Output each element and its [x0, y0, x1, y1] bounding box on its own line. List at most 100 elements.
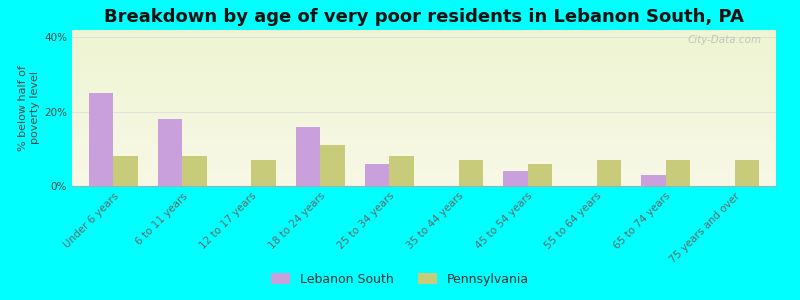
Bar [72, 152, 776, 153]
Bar [72, 130, 776, 131]
Bar [72, 73, 776, 74]
Bar [72, 156, 776, 157]
Bar [72, 145, 776, 146]
Bar [72, 146, 776, 147]
Bar [72, 131, 776, 132]
Bar [72, 83, 776, 84]
Bar [72, 64, 776, 65]
Bar [72, 98, 776, 99]
Bar [72, 50, 776, 51]
Bar [72, 37, 776, 38]
Bar [72, 110, 776, 111]
Bar [72, 69, 776, 70]
Bar [72, 82, 776, 83]
Bar [72, 167, 776, 168]
Bar [734, 160, 758, 186]
Bar [72, 36, 776, 37]
Bar [72, 39, 776, 40]
Bar [642, 175, 666, 186]
Bar [72, 68, 776, 69]
Bar [390, 156, 414, 186]
Bar [72, 88, 776, 89]
Bar [72, 49, 776, 50]
Bar [72, 86, 776, 87]
Bar [72, 171, 776, 172]
Bar [72, 157, 776, 158]
Bar [72, 62, 776, 63]
Bar [72, 120, 776, 121]
Bar [114, 156, 138, 186]
Bar [72, 136, 776, 137]
Bar [72, 58, 776, 59]
Bar [72, 57, 776, 58]
Bar [72, 51, 776, 52]
Bar [72, 71, 776, 72]
Bar [72, 103, 776, 104]
Bar [72, 59, 776, 60]
Bar [72, 150, 776, 151]
Bar [72, 93, 776, 94]
Bar [72, 117, 776, 118]
Bar [72, 132, 776, 133]
Bar [72, 159, 776, 160]
Bar [72, 125, 776, 126]
Bar [597, 160, 621, 186]
Y-axis label: % below half of
poverty level: % below half of poverty level [18, 65, 40, 151]
Bar [72, 107, 776, 108]
Bar [72, 60, 776, 61]
Bar [72, 164, 776, 165]
Bar [72, 66, 776, 67]
Bar [72, 129, 776, 130]
Bar [72, 114, 776, 115]
Bar [72, 122, 776, 123]
Bar [72, 44, 776, 45]
Bar [72, 99, 776, 100]
Bar [72, 97, 776, 98]
Bar [72, 115, 776, 116]
Bar [72, 178, 776, 179]
Bar [72, 104, 776, 105]
Bar [72, 154, 776, 155]
Bar [72, 106, 776, 107]
Bar [72, 140, 776, 141]
Bar [72, 108, 776, 109]
Bar [72, 166, 776, 167]
Bar [72, 42, 776, 43]
Bar [72, 128, 776, 129]
Bar [72, 87, 776, 88]
Text: City-Data.com: City-Data.com [688, 35, 762, 45]
Title: Breakdown by age of very poor residents in Lebanon South, PA: Breakdown by age of very poor residents … [104, 8, 744, 26]
Bar [72, 85, 776, 86]
Bar [72, 165, 776, 166]
Bar [72, 76, 776, 77]
Bar [72, 161, 776, 162]
Bar [72, 184, 776, 185]
Bar [72, 95, 776, 96]
Bar [90, 93, 114, 186]
Bar [72, 84, 776, 85]
Bar [72, 67, 776, 68]
Bar [72, 163, 776, 164]
Bar [72, 65, 776, 66]
Bar [72, 38, 776, 39]
Bar [158, 119, 182, 186]
Bar [72, 113, 776, 114]
Bar [182, 156, 206, 186]
Bar [72, 85, 776, 86]
Bar [72, 138, 776, 139]
Bar [72, 75, 776, 76]
Bar [72, 172, 776, 173]
Bar [72, 55, 776, 56]
Bar [72, 124, 776, 125]
Bar [72, 92, 776, 93]
Bar [72, 147, 776, 148]
Bar [72, 169, 776, 170]
Bar [72, 48, 776, 49]
Bar [72, 118, 776, 119]
Bar [72, 63, 776, 64]
Bar [72, 133, 776, 134]
Bar [72, 151, 776, 152]
Bar [72, 182, 776, 183]
Bar [72, 149, 776, 150]
Bar [72, 47, 776, 48]
